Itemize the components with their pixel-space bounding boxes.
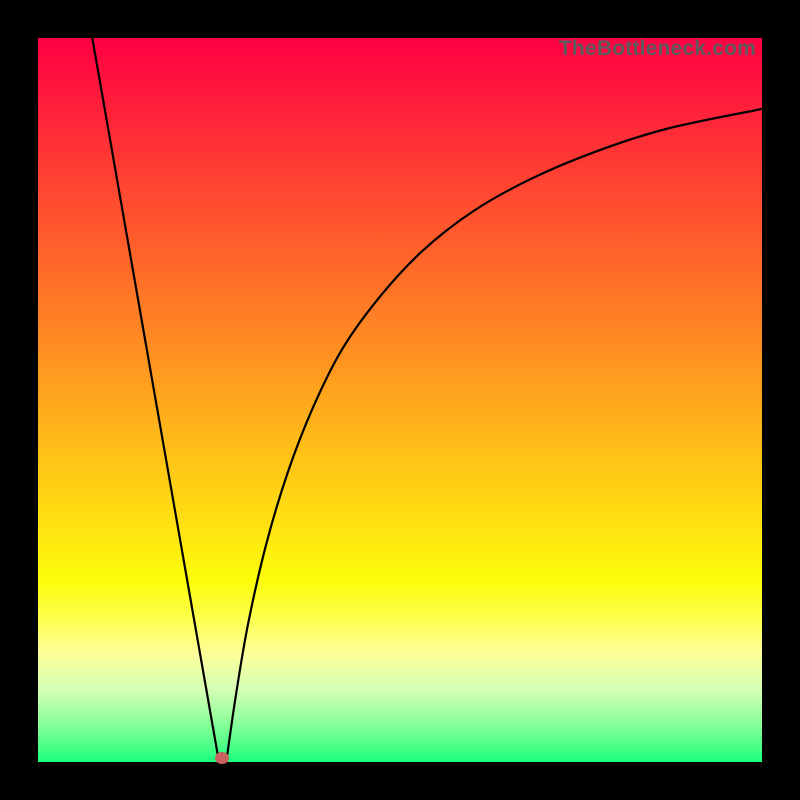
optimum-marker	[215, 752, 229, 764]
curve-layer	[38, 38, 762, 762]
watermark-label: TheBottleneck.com	[559, 37, 756, 61]
plot-area: TheBottleneck.com	[38, 38, 762, 762]
figure-root: { "meta": { "watermark_text": "TheBottle…	[0, 0, 800, 800]
bottleneck-curve-right	[226, 109, 762, 762]
bottleneck-curve-left	[92, 38, 219, 762]
